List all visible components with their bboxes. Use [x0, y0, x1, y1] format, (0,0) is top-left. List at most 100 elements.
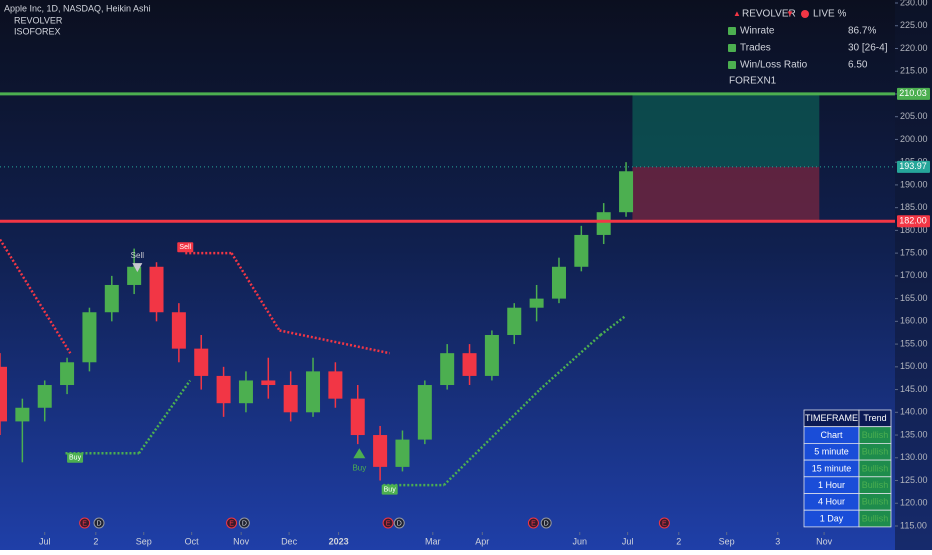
table-text: Bullish [862, 463, 889, 473]
y-tick-label: 225.00 [900, 20, 928, 30]
candle-body [104, 284, 119, 313]
buy-tag [381, 484, 398, 495]
x-tick-label: Sep [136, 536, 152, 546]
event-label: E [531, 520, 536, 527]
candle-body [306, 371, 321, 413]
x-tick-label: 2 [93, 536, 98, 546]
candle-body [238, 380, 253, 404]
event-label: D [544, 520, 549, 527]
trend-table: TIMEFRAME Trend Chart Bullish 5 minute Bullis… [803, 409, 892, 528]
trail-segment [443, 388, 541, 486]
stat-name: Win/Loss Ratio [740, 60, 808, 71]
candle-body [82, 312, 97, 363]
level-tag [897, 87, 930, 100]
y-tick-label: 205.00 [900, 111, 928, 121]
indicator-name: ISOFOREX [14, 26, 61, 36]
candle-body [484, 334, 499, 376]
icon [801, 10, 809, 18]
y-tick-label: 175.00 [900, 248, 928, 258]
stat-value: 86.7% [848, 26, 876, 37]
indicator-name: REVOLVER [14, 15, 63, 25]
candle-body [596, 212, 611, 235]
sell-marker [132, 263, 143, 273]
table-text: 1 Hour [818, 480, 845, 490]
table-text: TIMEFRAME [805, 413, 858, 423]
y-tick-label: 120.00 [900, 498, 928, 508]
candle-body [283, 385, 298, 413]
stats-header: LIVE % [813, 9, 846, 20]
candle-body [216, 375, 231, 404]
candle-body [261, 380, 276, 386]
table-text: 5 minute [814, 447, 849, 457]
y-tick-label: 150.00 [900, 361, 928, 371]
sell-tag [177, 242, 194, 253]
stat-icon [728, 44, 736, 52]
event-label: E [662, 520, 667, 527]
x-tick-label: Dec [281, 536, 298, 546]
table-text: 1 Day [820, 513, 844, 523]
level-label: 193.97 [899, 161, 927, 171]
target-zone [632, 93, 820, 167]
candle-body [574, 234, 589, 267]
y-tick-label: 135.00 [900, 429, 928, 439]
event-label: E [229, 520, 234, 527]
candle-body [194, 348, 209, 376]
event-icon [226, 517, 238, 529]
y-tick-label: 230.00 [900, 0, 928, 7]
stat-value: 30 [26-4] [848, 43, 888, 54]
stat-value: 6.50 [848, 60, 868, 71]
level-tag [897, 160, 930, 173]
y-tick-label: 165.00 [900, 293, 928, 303]
trail-segment [538, 334, 602, 391]
stop-zone [632, 166, 820, 222]
x-tick-label: Sep [719, 536, 735, 546]
x-tick-label: Nov [816, 536, 833, 546]
candle-body [328, 371, 343, 399]
y-tick-label: 185.00 [900, 202, 928, 212]
x-tick-label: 2023 [329, 536, 349, 546]
event-label: E [82, 520, 87, 527]
y-tick-label: 145.00 [900, 384, 928, 394]
table-cell [858, 509, 892, 528]
table-text: Chart [820, 430, 843, 440]
table-text: 15 minute [812, 463, 852, 473]
candle-body [551, 266, 566, 299]
table-text: Bullish [862, 513, 889, 523]
table-text: Bullish [862, 447, 889, 457]
stat-icon [728, 27, 736, 35]
table-text: Trend [863, 413, 886, 423]
x-tick-label: Jul [39, 536, 51, 546]
trail-segment [599, 315, 626, 336]
candle-body [15, 407, 30, 422]
trail-segment [230, 252, 281, 332]
x-tick-label: 2 [676, 536, 681, 546]
candle-body [619, 171, 634, 213]
event-icon [393, 517, 405, 529]
candle-body [350, 398, 365, 436]
signal-label: Buy [384, 486, 397, 493]
event-label: D [242, 520, 247, 527]
y-tick-label: 130.00 [900, 452, 928, 462]
y-tick-label: 160.00 [900, 316, 928, 326]
buy-marker [353, 448, 366, 459]
event-icon [238, 517, 250, 529]
buy-tag [67, 452, 84, 463]
y-tick-label: 140.00 [900, 407, 928, 417]
event-label: D [96, 520, 101, 527]
stats-header: REVOLVER [742, 9, 796, 20]
trail-segment [137, 379, 192, 454]
trail-segment [279, 329, 390, 355]
candle-body [417, 385, 432, 440]
stats-footer: FOREXN1 [729, 76, 777, 87]
candle-body [37, 385, 52, 408]
event-icon [527, 517, 539, 529]
event-icon [382, 517, 394, 529]
y-tick-label: 125.00 [900, 475, 928, 485]
candle-body [0, 366, 7, 422]
level-label: 210.03 [899, 88, 927, 98]
x-tick-label: 3 [775, 536, 780, 546]
x-tick-label: Jul [622, 536, 634, 546]
table-text: Bullish [862, 480, 889, 490]
x-tick-label: Nov [233, 536, 250, 546]
event-label: D [397, 520, 402, 527]
